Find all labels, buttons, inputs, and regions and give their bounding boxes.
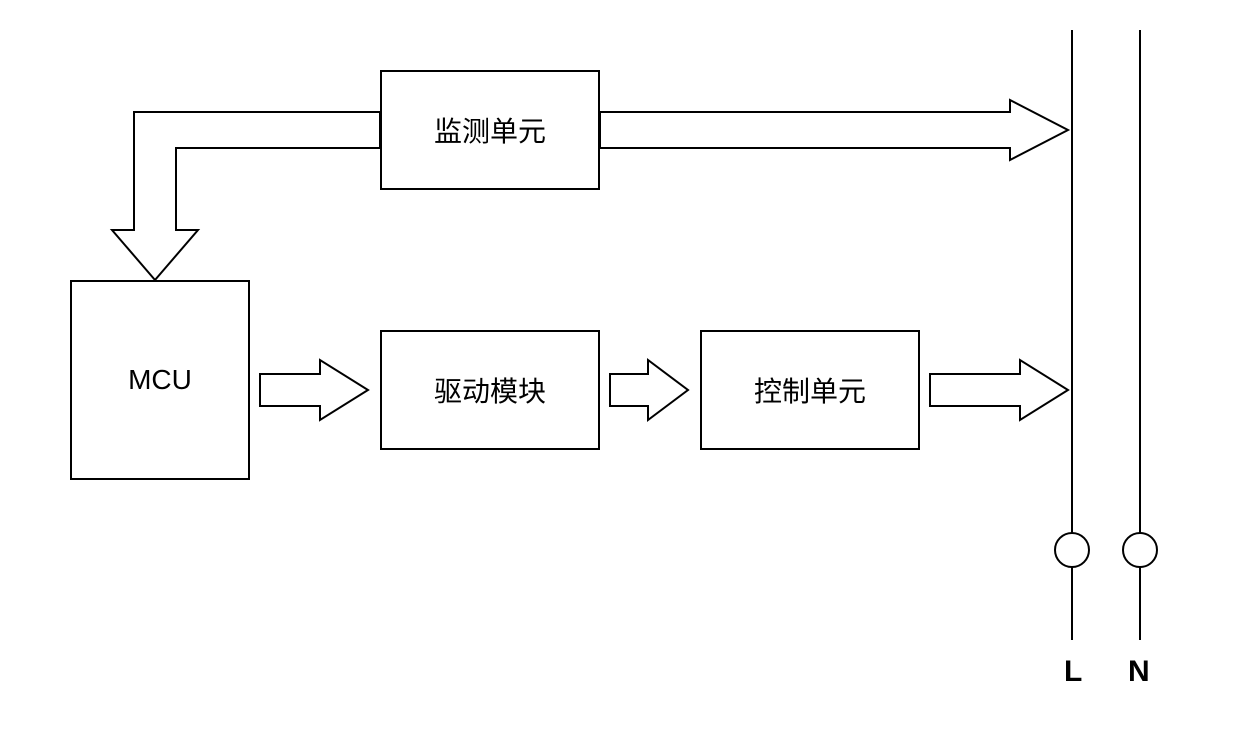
monitor-block: 监测单元 (380, 70, 600, 190)
arrow-monitor-to-L (600, 100, 1072, 160)
control-label: 控制单元 (754, 370, 866, 410)
mcu-label: MCU (128, 364, 192, 396)
arrow-driver-to-control (610, 360, 690, 420)
label-N: N (1128, 655, 1150, 689)
arrow-control-to-L (930, 360, 1070, 420)
label-L: L (1064, 655, 1082, 689)
mcu-block: MCU (70, 280, 250, 480)
arrow-monitor-to-mcu (100, 100, 380, 282)
driver-label: 驱动模块 (434, 370, 546, 410)
driver-block: 驱动模块 (380, 330, 600, 450)
monitor-label: 监测单元 (434, 110, 546, 150)
control-block: 控制单元 (700, 330, 920, 450)
terminal-L-circle (1054, 532, 1090, 568)
arrow-mcu-to-driver (260, 360, 370, 420)
terminal-N-circle (1122, 532, 1158, 568)
